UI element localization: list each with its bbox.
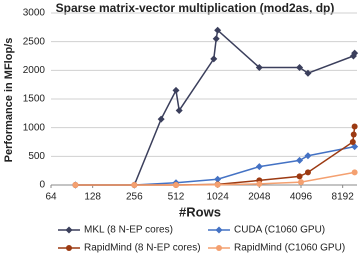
x-tick-label: 4096 [290,192,313,203]
legend-label: CUDA (C1060 GPU) [234,225,325,236]
marker [214,175,222,183]
marker [214,26,222,34]
marker [255,163,263,171]
y-tick-label: 2500 [23,36,46,47]
marker [296,173,303,180]
y-tick-label: 2000 [23,65,46,76]
y-tick-label: 3000 [23,8,46,19]
series-line [75,126,356,186]
marker [210,55,218,63]
marker [297,179,304,186]
marker [175,106,183,114]
chart-title: Sparse matrix-vector multiplication (mod… [56,1,335,15]
legend-label: MKL (8 N-EP cores) [84,225,173,236]
x-tick-label: 64 [45,192,57,203]
marker [172,182,179,188]
x-tick-label: 1024 [207,192,230,203]
y-axis-label: Performance in MFlop/s [3,38,15,163]
marker [351,169,358,176]
marker [304,152,312,160]
legend-label: RapidMind (C1060 GPU) [234,243,345,254]
marker [296,63,304,71]
marker [349,139,356,145]
marker [351,123,358,130]
x-tick-label: 512 [168,192,185,203]
marker [351,49,359,57]
legend-marker [66,245,72,251]
x-tick-label: 8192 [332,192,355,203]
y-tick-label: 0 [39,180,45,191]
marker [304,169,311,176]
legend-marker [65,226,73,234]
y-tick-label: 1500 [23,94,46,105]
legend-marker [216,245,222,251]
x-tick-label: 128 [84,192,101,203]
marker [296,156,304,164]
marker [214,181,221,188]
marker [172,86,180,94]
x-tick-label: 256 [126,192,143,203]
x-tick-label: 2048 [248,192,271,203]
marker [72,182,79,188]
x-axis-label: #Rows [179,204,221,219]
marker [350,131,357,138]
marker [131,182,138,188]
marker [212,35,220,43]
marker [304,69,312,77]
marker [256,180,263,187]
y-tick-label: 1000 [23,122,46,133]
marker [255,63,263,71]
marker [157,115,165,123]
legend-marker [215,226,223,234]
y-tick-label: 500 [28,151,45,162]
series-line [75,28,356,186]
legend-label: RapidMind (8 N-EP cores) [84,243,201,254]
